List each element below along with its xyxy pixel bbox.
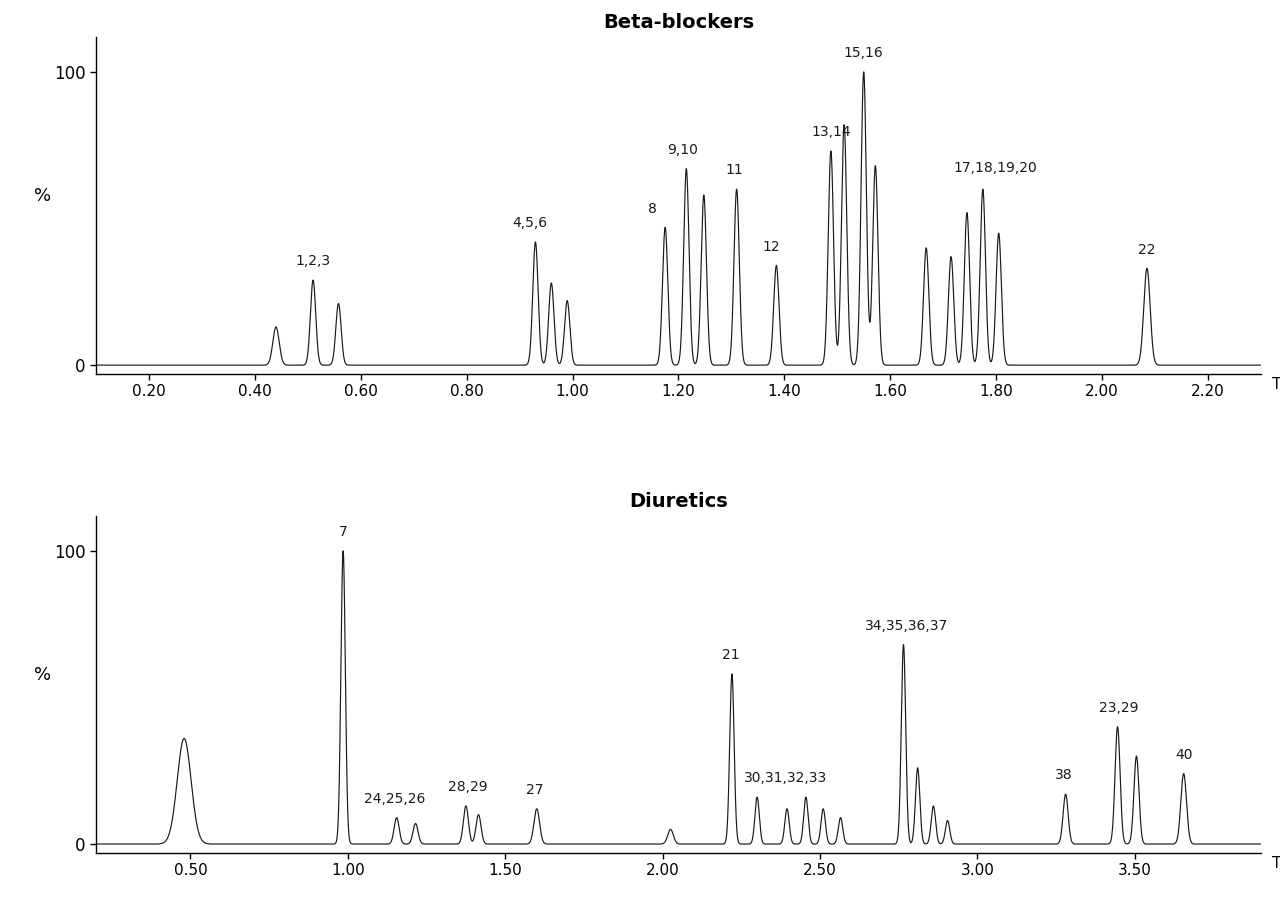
Text: 40: 40 <box>1175 748 1193 762</box>
Text: 9,10: 9,10 <box>667 143 698 157</box>
Text: 7: 7 <box>339 525 347 539</box>
Y-axis label: %: % <box>35 666 51 684</box>
Text: 1,2,3: 1,2,3 <box>296 254 330 269</box>
Text: 28,29: 28,29 <box>448 780 488 794</box>
Text: 17,18,19,20: 17,18,19,20 <box>954 160 1038 174</box>
Text: 38: 38 <box>1055 768 1073 782</box>
Text: 22: 22 <box>1138 243 1156 257</box>
Text: 23,29: 23,29 <box>1100 701 1139 715</box>
Text: 24,25,26: 24,25,26 <box>364 792 425 806</box>
Text: Time: Time <box>1272 856 1280 870</box>
Text: 34,35,36,37: 34,35,36,37 <box>865 619 948 633</box>
Text: 30,31,32,33: 30,31,32,33 <box>744 771 827 785</box>
Text: 8: 8 <box>649 202 657 215</box>
Title: Beta-blockers: Beta-blockers <box>603 14 754 32</box>
Text: 12: 12 <box>763 239 780 254</box>
Text: 15,16: 15,16 <box>844 46 883 61</box>
Text: Time: Time <box>1272 377 1280 392</box>
Text: 13,14: 13,14 <box>812 126 851 139</box>
Title: Diuretics: Diuretics <box>628 492 728 512</box>
Y-axis label: %: % <box>35 187 51 205</box>
Text: 11: 11 <box>724 163 742 178</box>
Text: 27: 27 <box>526 783 544 797</box>
Text: 21: 21 <box>722 648 739 662</box>
Text: 4,5,6: 4,5,6 <box>512 216 548 230</box>
